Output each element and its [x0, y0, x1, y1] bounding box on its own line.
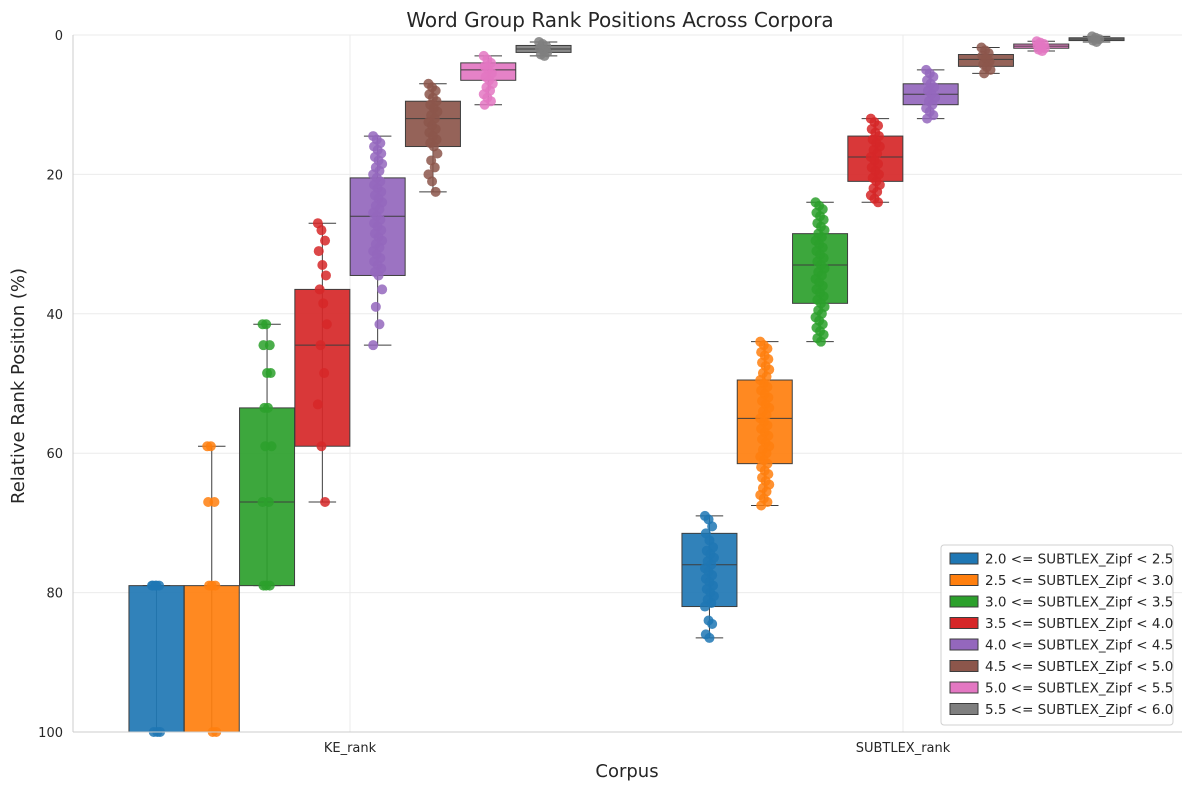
data-point: [1037, 46, 1048, 57]
legend-swatch: [949, 574, 979, 586]
data-point: [479, 99, 490, 110]
legend-swatch: [949, 552, 979, 565]
data-point: [320, 235, 331, 246]
data-point: [151, 580, 162, 591]
box-iqr: [294, 288, 351, 447]
box-KE_rank-2: [239, 319, 296, 591]
data-point: [756, 500, 767, 511]
data-point: [539, 50, 550, 61]
data-point: [262, 402, 273, 413]
data-point: [377, 284, 388, 295]
data-point: [312, 399, 323, 410]
box-SUBTLEX_rank-7: [1068, 31, 1125, 47]
legend-label: 3.0 <= SUBTLEX_Zipf < 3.5: [985, 595, 1173, 611]
data-point: [979, 68, 990, 79]
box-KE_rank-5: [404, 78, 461, 197]
data-point: [707, 521, 718, 532]
x-tick-label: SUBTLEX_rank: [856, 741, 951, 756]
data-point: [430, 186, 441, 197]
legend-label: 5.0 <= SUBTLEX_Zipf < 5.5: [985, 681, 1173, 697]
legend: 2.0 <= SUBTLEX_Zipf < 2.5 2.5 <= SUBTLEX_…: [940, 544, 1174, 726]
y-tick-label: 40: [46, 308, 63, 323]
legend-label: 3.5 <= SUBTLEX_Zipf < 4.0: [985, 616, 1173, 632]
data-point: [707, 618, 718, 629]
x-axis-label: Corpus: [595, 761, 658, 782]
axes: 0 20 40 60 80 100 KE_rank SUBTLEX_rank: [38, 29, 1182, 756]
data-point: [704, 632, 715, 643]
y-tick-label: 100: [38, 726, 63, 741]
y-tick-label: 60: [46, 447, 63, 462]
data-point: [313, 246, 324, 257]
legend-label: 5.5 <= SUBTLEX_Zipf < 6.0: [985, 702, 1173, 718]
data-point: [432, 148, 443, 159]
box-KE_rank-0: [128, 580, 185, 737]
data-point: [321, 319, 332, 330]
data-point: [1091, 36, 1102, 47]
legend-label: 4.5 <= SUBTLEX_Zipf < 5.0: [985, 659, 1173, 675]
data-point: [316, 441, 327, 452]
data-point: [429, 162, 440, 173]
data-point: [699, 601, 710, 612]
data-point: [258, 340, 269, 351]
y-tick-label: 0: [55, 29, 63, 44]
data-point: [427, 176, 438, 187]
box-iqr: [183, 585, 240, 733]
data-point: [373, 270, 384, 281]
data-point: [205, 441, 216, 452]
chart-title: Word Group Rank Positions Across Corpora: [406, 8, 833, 32]
box-iqr: [128, 585, 185, 733]
box-iqr: [239, 407, 296, 587]
y-axis-label: Relative Rank Position (%): [8, 268, 29, 504]
legend-label: 4.0 <= SUBTLEX_Zipf < 4.5: [985, 638, 1173, 654]
data-point: [320, 496, 331, 507]
data-point: [314, 284, 325, 295]
legend-swatch: [949, 703, 979, 715]
data-point: [368, 340, 379, 351]
legend-swatch: [949, 660, 979, 672]
box-SUBTLEX_rank-3: [847, 113, 904, 208]
data-point: [319, 368, 330, 379]
box-SUBTLEX_rank-0: [681, 510, 738, 643]
data-point: [265, 368, 276, 379]
y-tick-label: 80: [46, 587, 63, 602]
box-KE_rank-4: [349, 131, 406, 351]
box-SUBTLEX_rank-4: [902, 64, 959, 124]
legend-swatch: [949, 617, 979, 629]
data-point: [257, 496, 268, 507]
data-point: [260, 441, 271, 452]
data-point: [922, 113, 933, 124]
box-KE_rank-3: [294, 218, 351, 507]
legend-label: 2.0 <= SUBTLEX_Zipf < 2.5: [985, 552, 1173, 568]
data-point: [370, 301, 381, 312]
x-tick-label: KE_rank: [324, 741, 377, 756]
box-SUBTLEX_rank-5: [957, 42, 1014, 79]
data-point: [203, 496, 214, 507]
legend-label: 2.5 <= SUBTLEX_Zipf < 3.0: [985, 573, 1173, 589]
box-SUBTLEX_rank-1: [736, 336, 793, 511]
data-point: [374, 319, 385, 330]
data-point: [320, 270, 331, 281]
box-SUBTLEX_rank-6: [1013, 36, 1070, 57]
data-point: [318, 298, 329, 309]
legend-swatch: [949, 681, 979, 694]
legend-swatch: [949, 638, 979, 651]
data-point: [315, 340, 326, 351]
data-point: [261, 319, 272, 330]
box-KE_rank-1: [183, 441, 240, 737]
data-point: [204, 580, 215, 591]
legend-box: [940, 544, 1174, 726]
data-point: [815, 336, 826, 347]
data-point: [873, 197, 884, 208]
box-KE_rank-6: [460, 50, 517, 110]
legend-swatch: [949, 595, 979, 608]
data-point: [317, 260, 328, 271]
plot-area: [128, 31, 1125, 737]
box-SUBTLEX_rank-2: [792, 197, 849, 347]
y-tick-label: 20: [46, 168, 63, 183]
data-point: [258, 580, 269, 591]
box-KE_rank-7: [515, 36, 572, 61]
data-point: [316, 225, 327, 236]
